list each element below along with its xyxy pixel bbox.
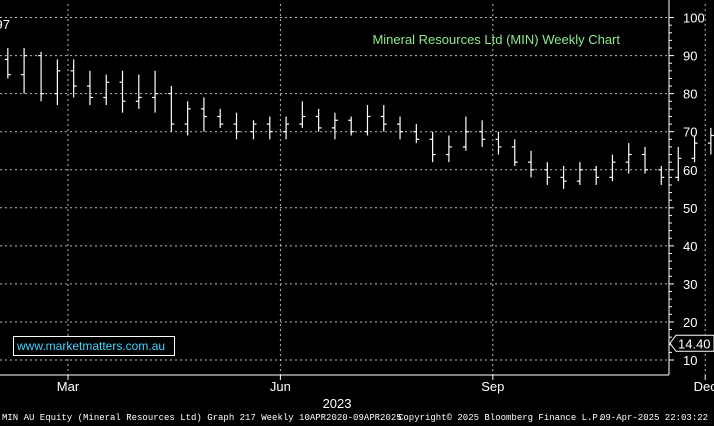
- ohlc-bar: [250, 120, 257, 140]
- ohlc-bar: [691, 135, 698, 163]
- ohlc-bar: [397, 116, 404, 140]
- ohlc-bar: [168, 86, 175, 132]
- last-price-tag: 14.40: [669, 334, 714, 352]
- ohlc-bar: [625, 143, 632, 174]
- ohlc-bar: [609, 154, 616, 182]
- ohlc-bar: [184, 101, 191, 136]
- ohlc-bar: [560, 165, 567, 189]
- ohlc-bar: [119, 70, 126, 113]
- ohlc-bar: [4, 47, 11, 79]
- ohlc-bar: [38, 51, 45, 102]
- ohlc-bar: [266, 116, 273, 140]
- ohlc-bar: [675, 146, 682, 182]
- y-tick-label: 10: [683, 353, 697, 368]
- footer-timestamp: 09-Apr-2025 22:03:22: [600, 413, 709, 423]
- annotations: 96.9752.5279.7654.8830.1714.0514.40: [0, 17, 714, 352]
- chart-title: Mineral Resources Ltd (MIN) Weekly Chart: [372, 32, 620, 47]
- ohlc-bar: [528, 150, 535, 178]
- x-tick-label: Jun: [270, 379, 291, 394]
- footer: MIN AU Equity (Mineral Resources Ltd) Gr…: [0, 411, 714, 426]
- ohlc-bar: [200, 97, 207, 132]
- ohlc-bar: [331, 112, 338, 140]
- ohlc-bar: [642, 146, 649, 174]
- y-tick-label: 100: [683, 11, 705, 26]
- ohlc-bar: [364, 105, 371, 136]
- ohlc-bar: [283, 116, 290, 140]
- ohlc-bar: [479, 120, 486, 147]
- x-tick-label: Mar: [57, 379, 80, 394]
- ohlc-bar: [544, 162, 551, 185]
- ohlc-bar: [445, 135, 452, 163]
- price-annotation: 96.97: [0, 17, 10, 32]
- ohlc-bar: [707, 127, 714, 155]
- ohlc-bar: [152, 70, 159, 113]
- ohlc-bar: [576, 162, 583, 185]
- ohlc-bar: [658, 165, 665, 185]
- x-tick-label: Dec: [694, 379, 714, 394]
- ohlc-bar: [511, 139, 518, 166]
- ohlc-bars: [4, 47, 714, 189]
- ohlc-bar: [495, 131, 502, 155]
- ohlc-bar: [217, 108, 224, 128]
- ohlc-bar: [462, 116, 469, 151]
- ohlc-bar: [135, 74, 142, 109]
- ohlc-bar: [299, 101, 306, 128]
- website-label[interactable]: www.marketmatters.com.au: [13, 336, 175, 356]
- y-tick-label: 50: [683, 201, 697, 216]
- last-price-label: 14.40: [678, 336, 711, 351]
- ohlc-bar: [429, 131, 436, 163]
- footer-copyright: Copyright© 2025 Bloomberg Finance L.P.: [398, 413, 604, 423]
- footer-security: MIN AU Equity (Mineral Resources Ltd) Gr…: [2, 413, 402, 423]
- year-label: 2023: [323, 396, 352, 411]
- ohlc-bar: [70, 59, 77, 98]
- ohlc-bar: [103, 74, 110, 106]
- last-price-box: [669, 334, 714, 352]
- y-tick-label: 90: [683, 49, 697, 64]
- axes: 102030405060708090100MarJunSepDecMarJunS…: [0, 0, 714, 411]
- ohlc-bar: [593, 165, 600, 185]
- y-tick-label: 60: [683, 163, 697, 178]
- ohlc-bar: [348, 116, 355, 136]
- x-tick-label: Sep: [481, 379, 504, 394]
- y-tick-label: 70: [683, 125, 697, 140]
- grid-lines: [0, 4, 706, 375]
- ohlc-bar: [380, 105, 387, 132]
- y-tick-label: 40: [683, 239, 697, 254]
- y-tick-label: 80: [683, 87, 697, 102]
- ohlc-bar: [54, 59, 61, 106]
- y-tick-label: 20: [683, 315, 697, 330]
- ohlc-bar: [21, 47, 28, 94]
- ohlc-bar: [413, 124, 420, 144]
- ohlc-bar: [233, 112, 240, 140]
- y-tick-label: 30: [683, 277, 697, 292]
- ohlc-bar: [86, 70, 93, 106]
- ohlc-bar: [315, 108, 322, 132]
